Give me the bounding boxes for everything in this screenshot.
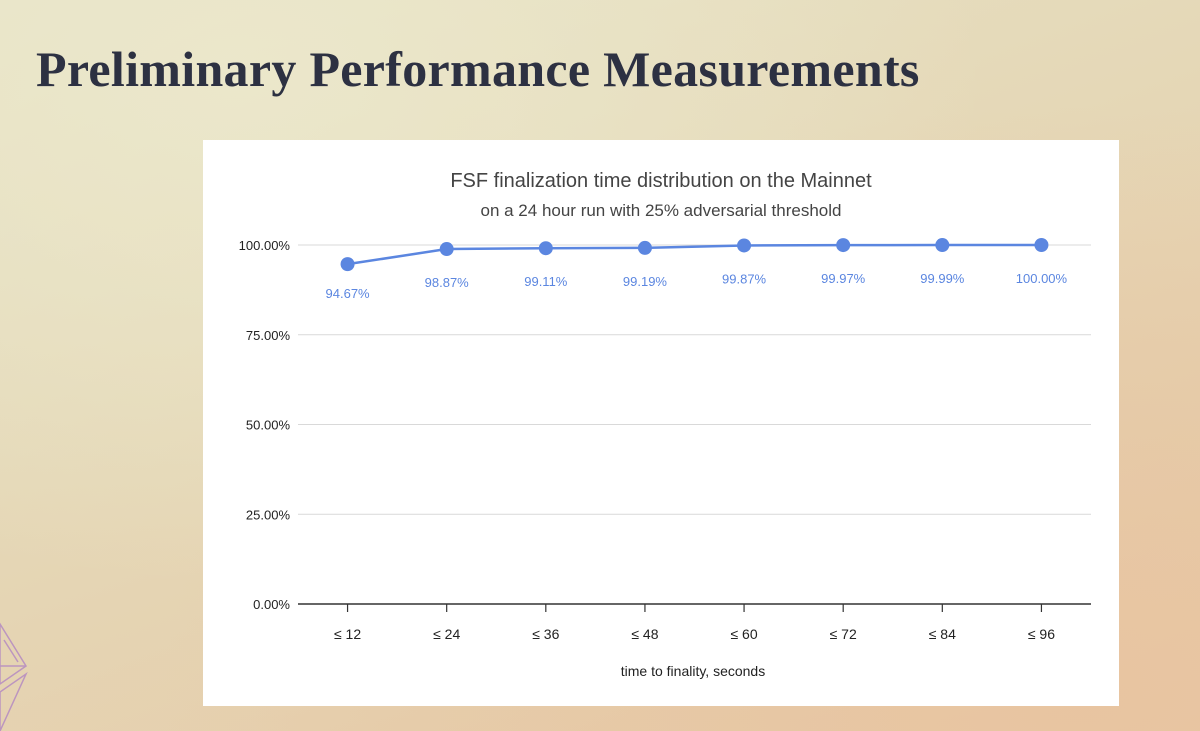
chart-card: FSF finalization time distribution on th… — [203, 140, 1119, 706]
data-label: 98.87% — [425, 275, 470, 290]
x-tick-label: ≤ 60 — [730, 626, 757, 642]
data-point — [340, 257, 355, 272]
x-axis-label: time to finality, seconds — [621, 663, 765, 679]
data-label: 99.99% — [920, 271, 965, 286]
x-tick-label: ≤ 72 — [830, 626, 857, 642]
y-axis-ticks: 0.00% 25.00% 50.00% 75.00% 100.00% — [239, 238, 291, 612]
series-line — [347, 243, 1042, 266]
y-tick-label: 100.00% — [239, 238, 291, 253]
data-label: 99.97% — [821, 271, 866, 286]
x-tick-label: ≤ 24 — [433, 626, 460, 642]
data-labels: 94.67% 98.87% 99.11% 99.19% 99.87% 99.97% 99.9… — [326, 271, 1068, 301]
series — [340, 238, 1049, 272]
x-tick-label: ≤ 36 — [532, 626, 559, 642]
x-tick-label: ≤ 12 — [334, 626, 361, 642]
y-tick-label: 50.00% — [246, 418, 291, 433]
data-label: 99.87% — [722, 271, 767, 286]
gridlines — [298, 244, 1091, 515]
data-label: 94.67% — [326, 286, 371, 301]
x-axis-ticks: ≤ 12 ≤ 24 ≤ 36 ≤ 48 ≤ 60 ≤ 72 ≤ 84 ≤ 96 — [334, 604, 1055, 642]
data-point — [1034, 238, 1049, 252]
data-point — [737, 238, 752, 253]
data-point — [538, 241, 553, 256]
chart-title: FSF finalization time distribution on th… — [450, 170, 872, 192]
data-point — [637, 240, 652, 255]
y-tick-label: 25.00% — [246, 507, 291, 522]
x-tick-label: ≤ 96 — [1028, 626, 1055, 642]
data-label: 99.11% — [524, 274, 568, 289]
ethereum-logo-icon — [0, 622, 28, 731]
data-label: 99.19% — [623, 274, 668, 289]
slide-title: Preliminary Performance Measurements — [36, 41, 920, 97]
line-chart: FSF finalization time distribution on th… — [239, 170, 1091, 679]
data-point — [836, 238, 851, 253]
chart-subtitle: on a 24 hour run with 25% adversarial th… — [481, 201, 842, 220]
y-tick-label: 75.00% — [246, 328, 291, 343]
x-tick-label: ≤ 48 — [631, 626, 658, 642]
x-tick-label: ≤ 84 — [929, 626, 956, 642]
data-point — [935, 238, 950, 253]
y-tick-label: 0.00% — [253, 597, 290, 612]
data-point — [439, 242, 454, 257]
data-label: 100.00% — [1016, 271, 1068, 286]
